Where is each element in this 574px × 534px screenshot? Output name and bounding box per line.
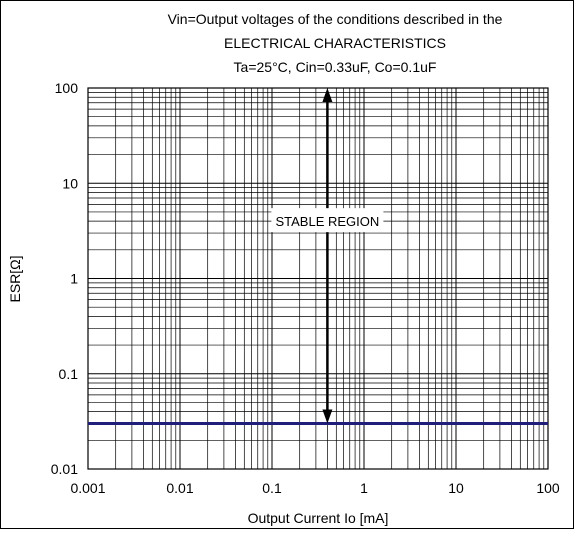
y-tick-label: 0.01 (51, 461, 78, 477)
y-tick-labels: 0.01 0.1 1 10 100 (51, 80, 78, 477)
stable-region-label-bg (271, 208, 384, 233)
x-tick-label: 0.1 (262, 480, 282, 496)
x-tick-label: 0.01 (166, 480, 193, 496)
y-tick-label: 0.1 (59, 366, 79, 382)
grid (87, 88, 548, 470)
annotation-layer: STABLE REGION (271, 88, 384, 424)
x-axis-label: Output Current Io [mA] (248, 510, 389, 526)
x-tick-label: 100 (536, 480, 560, 496)
stable-region-label: STABLE REGION (275, 214, 379, 229)
stable-region-arrow-head-bottom (322, 409, 333, 424)
x-tick-label: 1 (360, 480, 368, 496)
y-tick-label: 1 (70, 271, 78, 287)
chart-title-line-1: Vin=Output voltages of the conditions de… (168, 11, 503, 27)
y-tick-label: 100 (55, 80, 79, 96)
x-tick-label: 10 (448, 480, 464, 496)
x-tick-labels: 0.001 0.01 0.1 1 10 100 (70, 480, 559, 496)
x-tick-label: 0.001 (70, 480, 105, 496)
stable-region-arrow-head-top (322, 88, 333, 102)
y-tick-label: 10 (62, 175, 78, 191)
y-axis-label: ESR[Ω] (7, 255, 23, 302)
chart-title-line-3: Ta=25°C, Cin=0.33uF, Co=0.1uF (234, 59, 437, 75)
plot-area-border (87, 87, 549, 470)
chart-title-line-2: ELECTRICAL CHARACTERISTICS (224, 35, 446, 51)
